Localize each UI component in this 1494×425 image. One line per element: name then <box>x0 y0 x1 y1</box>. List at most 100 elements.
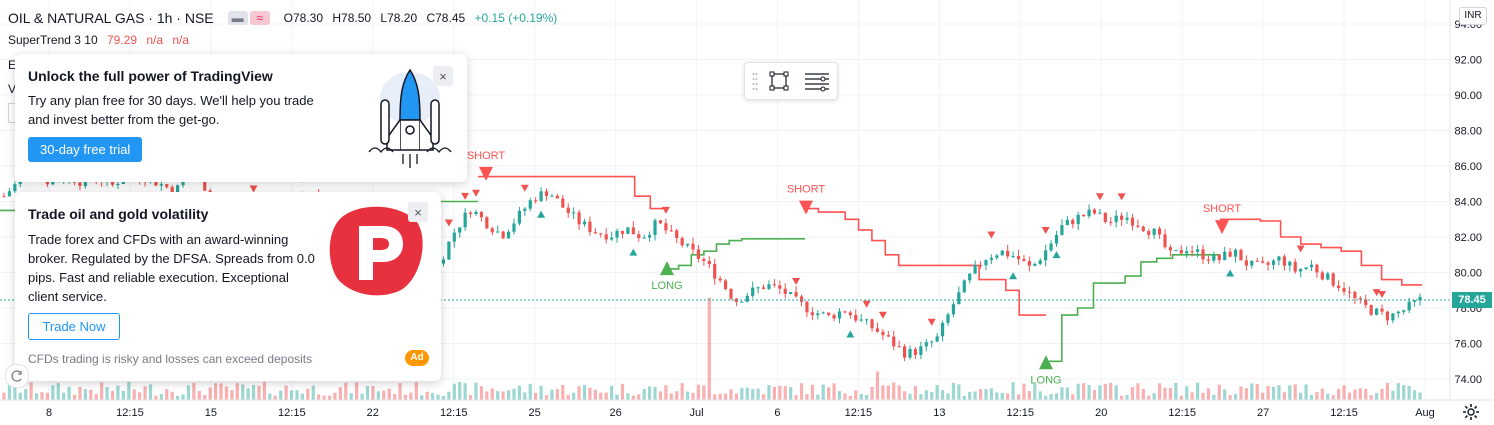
floating-drawing-toolbar[interactable] <box>744 62 838 100</box>
volume-bar <box>854 390 858 400</box>
indicator-value: 79.29 <box>106 33 137 47</box>
volume-bar <box>143 386 147 400</box>
signal-label: LONG <box>651 280 682 292</box>
candle-body <box>827 312 831 316</box>
rocket-icon <box>368 68 452 168</box>
select-rectangle-button[interactable] <box>765 67 793 95</box>
volume-bar <box>235 383 239 400</box>
candle-body <box>1337 285 1341 288</box>
volume-bar <box>268 393 272 400</box>
price-axis[interactable]: 74.0076.0078.0080.0082.0084.0086.0088.00… <box>1454 19 1482 386</box>
candle-body <box>1315 264 1319 273</box>
volume-bar <box>452 383 456 400</box>
pivot-high-marker <box>444 219 453 227</box>
volume-bar <box>1261 392 1265 400</box>
candle-body <box>1082 214 1086 217</box>
free-trial-button[interactable]: 30-day free trial <box>28 137 143 162</box>
candle-body <box>1364 299 1368 306</box>
volume-bar <box>121 390 125 400</box>
volume-bar <box>181 394 185 400</box>
candle-body <box>1125 217 1129 220</box>
time-tick-label: Aug <box>1415 407 1435 419</box>
volume-bar <box>360 393 364 400</box>
volume-bar <box>946 393 950 400</box>
supertrend-down-segment <box>478 175 666 210</box>
compare-wave-icon[interactable]: ≈ <box>249 11 270 25</box>
volume-bar <box>165 389 169 400</box>
candle-body <box>1136 225 1140 227</box>
drag-handle-icon[interactable] <box>752 72 758 90</box>
candle-body <box>2 196 6 198</box>
gear-icon[interactable] <box>1462 403 1480 421</box>
volume-bar <box>1130 387 1135 400</box>
pivot-high-marker <box>1117 193 1126 201</box>
pepperstone-ad-card[interactable]: Trade oil and gold volatility Trade fore… <box>15 192 441 381</box>
volume-bar <box>761 394 766 400</box>
volume-bar <box>186 385 191 400</box>
volume-bar <box>696 384 701 400</box>
signal-label: SHORT <box>1203 203 1242 215</box>
scroll-back-button[interactable] <box>5 364 29 388</box>
candle-body <box>468 212 473 215</box>
supertrend-down-segment <box>805 207 1046 316</box>
volume-bar <box>1239 386 1243 400</box>
currency-label[interactable]: INR <box>1459 7 1487 25</box>
pivot-high-marker <box>878 311 887 319</box>
price-tick-label: 92.00 <box>1454 55 1482 67</box>
candle-body <box>832 315 836 319</box>
candle-body <box>1277 256 1281 261</box>
candle-body <box>946 314 950 323</box>
signal-markers: SHORT LONG SHORT LONG SHORT <box>48 149 1387 386</box>
trade-now-button[interactable]: Trade Now <box>28 313 120 340</box>
symbol-title[interactable]: OIL & NATURAL GAS · 1h · NSE <box>8 10 214 26</box>
indicator-legend[interactable]: SuperTrend 3 10 79.29 n/a n/a <box>8 33 189 47</box>
volume-bar <box>1168 387 1173 400</box>
supertrend-up-segment <box>1046 254 1220 363</box>
hide-legend-icon[interactable]: ▬ <box>227 11 248 25</box>
object-tree-button[interactable] <box>801 67 833 95</box>
time-tick-label: 12:15 <box>116 407 144 419</box>
close-icon[interactable]: × <box>408 202 428 222</box>
volume-bar <box>2 392 6 400</box>
time-axis[interactable]: 8 12:15 15 12:15 22 12:15 25 26 Jul 6 12:15 13 12:15… <box>46 407 1435 419</box>
candle-body <box>1391 313 1395 321</box>
pivot-low-marker <box>1226 269 1235 277</box>
volume-bar <box>968 391 972 400</box>
volume-bar <box>924 390 928 400</box>
volume-bar <box>420 395 424 400</box>
candle-body <box>707 260 711 265</box>
volume-bar <box>821 384 825 400</box>
volume-bar <box>1347 392 1352 400</box>
legend-toggle[interactable]: ▬ ≈ <box>227 11 270 25</box>
candle-body <box>789 292 793 294</box>
candle-body <box>691 243 695 250</box>
volume-bar <box>642 389 646 400</box>
volume-bar <box>148 384 153 400</box>
candle-body <box>913 349 918 355</box>
candle-body <box>1212 254 1216 261</box>
volume-bar <box>382 390 386 400</box>
volume-bar <box>892 382 896 400</box>
volume-bar <box>1331 395 1335 400</box>
volume-bar <box>273 395 277 400</box>
volume-bar <box>555 389 559 400</box>
pivot-high-marker <box>987 231 996 239</box>
tradingview-promo-card[interactable]: Unlock the full power of TradingView Try… <box>15 54 467 182</box>
volume-bar <box>414 382 418 400</box>
volume-bar <box>1228 395 1232 400</box>
candle-body <box>978 265 983 267</box>
volume-bar <box>1223 389 1227 400</box>
volume-bar <box>1342 385 1346 400</box>
indicator-value-3: n/a <box>172 33 190 47</box>
volume-bar <box>1103 383 1107 400</box>
volume-bar <box>398 383 402 400</box>
volume-bar <box>702 385 706 400</box>
volume-bar <box>588 387 592 400</box>
candle-body <box>512 223 516 232</box>
close-icon[interactable]: × <box>433 66 453 86</box>
change-value: +0.15 (+0.19%) <box>474 11 558 25</box>
candle-body <box>897 346 901 348</box>
volume-bar <box>1358 388 1362 400</box>
volume-bar <box>582 384 587 400</box>
volume-bar <box>18 392 22 400</box>
